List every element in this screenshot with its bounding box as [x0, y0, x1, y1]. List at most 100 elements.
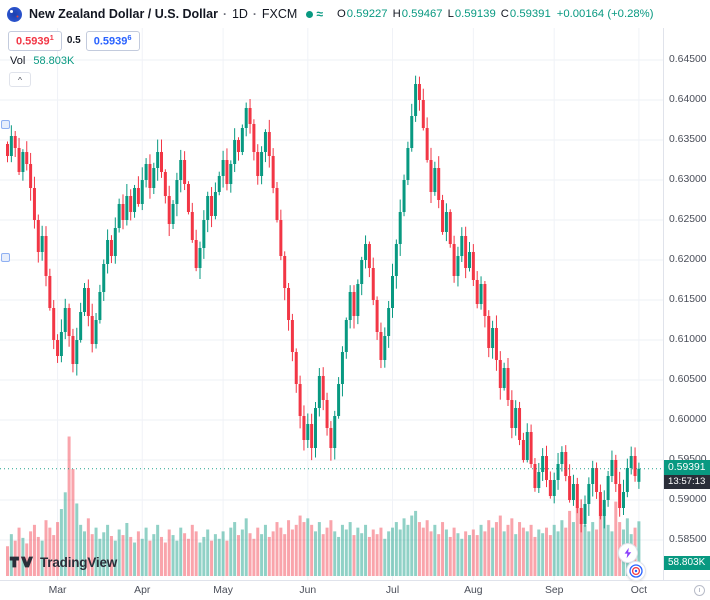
volume-bar — [317, 522, 321, 576]
volume-bar — [217, 538, 221, 576]
candle — [614, 454, 618, 492]
volume-bar — [498, 515, 502, 576]
candle — [518, 401, 522, 446]
sell-button[interactable]: 0.59391 — [8, 31, 62, 51]
candle — [310, 413, 314, 461]
volume-bar — [425, 520, 429, 576]
volume-bar — [533, 536, 537, 576]
time-axis[interactable]: Mar Apr May Jun Jul Aug Sep Oct — [0, 580, 710, 600]
candle — [267, 119, 271, 168]
concentric-circles-button[interactable] — [626, 561, 646, 581]
price-axis-label: 0.58500 — [669, 534, 707, 545]
volume-bar — [25, 543, 29, 576]
volume-bar — [437, 534, 441, 576]
candle — [325, 392, 329, 436]
candle — [156, 139, 160, 181]
symbol-title[interactable]: New Zealand Dollar / U.S. Dollar — [29, 7, 218, 21]
candle — [437, 156, 441, 209]
volume-bar — [136, 531, 140, 576]
candle — [275, 182, 279, 223]
volume-bar — [106, 524, 110, 576]
candle — [136, 176, 140, 207]
candle — [79, 302, 83, 343]
candle — [564, 445, 568, 482]
price-axis-label: 0.63000 — [669, 174, 707, 185]
volume-bar — [579, 518, 583, 576]
candle — [198, 241, 202, 280]
candle — [575, 477, 579, 514]
volume-bar — [6, 546, 9, 576]
volume-bar — [86, 518, 90, 576]
time-axis-label: Mar — [48, 585, 67, 596]
candle — [556, 452, 560, 490]
candle — [183, 151, 187, 191]
volume-bar — [518, 522, 522, 576]
volume-bar — [240, 529, 244, 576]
left-edge-marker-icon[interactable] — [1, 253, 10, 262]
candle — [541, 448, 545, 481]
volume-bar — [441, 522, 445, 576]
collapse-legend-button[interactable]: ^ — [9, 72, 31, 87]
candle — [67, 303, 71, 347]
chart-canvas[interactable] — [0, 28, 663, 580]
candle — [6, 141, 9, 163]
exchange-label: FXCM — [261, 7, 298, 21]
volume-bar — [294, 524, 298, 576]
candle — [633, 447, 637, 482]
volume-bar — [63, 492, 67, 576]
volume-bar — [375, 534, 379, 576]
candle — [379, 322, 383, 369]
volume-bar — [402, 518, 406, 576]
tradingview-logo[interactable]: TradingView — [9, 552, 117, 572]
volume-bar — [90, 534, 94, 576]
time-axis-label: Aug — [464, 585, 483, 596]
timezone-clock-icon[interactable] — [694, 585, 705, 596]
candle — [263, 129, 267, 163]
data-mode-icon[interactable]: ≈ — [316, 7, 323, 21]
price-axis[interactable]: 0.59391 13:57:13 58.803K 0.64500 0.64000 0… — [663, 28, 710, 580]
candle — [602, 490, 606, 529]
volume-bar — [521, 527, 525, 576]
candle — [548, 471, 552, 499]
volume-bar — [417, 522, 421, 576]
left-edge-marker-icon[interactable] — [1, 120, 10, 129]
volume-bar — [175, 540, 179, 576]
candle — [529, 424, 533, 468]
volume-bar — [598, 515, 602, 576]
sell-price-superscript: 1 — [49, 33, 54, 42]
symbol-logo-icon[interactable] — [7, 6, 22, 22]
candle — [510, 390, 514, 439]
price-axis-label: 0.62500 — [669, 214, 707, 225]
candle — [475, 271, 479, 309]
separator-dot: · — [252, 7, 257, 21]
volume-bar — [410, 515, 414, 576]
volume-legend[interactable]: Vol 58.803K — [10, 55, 74, 67]
candle — [233, 128, 237, 173]
volume-bar — [398, 529, 402, 576]
volume-bar — [483, 531, 487, 576]
volume-bar — [421, 527, 425, 576]
volume-bar — [102, 532, 106, 576]
volume-bar — [267, 536, 271, 576]
volume-bar — [571, 522, 575, 576]
candle — [56, 334, 60, 363]
time-axis-label: Apr — [134, 585, 151, 596]
candle — [421, 88, 425, 131]
candle — [521, 432, 525, 463]
candle — [487, 310, 491, 358]
candle — [125, 184, 129, 226]
candle — [202, 210, 206, 259]
interval-button[interactable]: 1D — [231, 7, 248, 21]
volume-bar — [52, 535, 56, 576]
volume-bar — [464, 531, 468, 576]
candle — [337, 377, 341, 419]
volume-bar — [248, 533, 252, 576]
price-axis-label: 0.64000 — [669, 94, 707, 105]
candle — [595, 462, 599, 499]
candle — [117, 198, 121, 233]
candle — [441, 194, 445, 235]
lightning-button[interactable] — [618, 543, 638, 563]
market-status-icon[interactable] — [306, 10, 314, 18]
candle — [387, 300, 391, 348]
buy-button[interactable]: 0.59396 — [85, 31, 140, 51]
